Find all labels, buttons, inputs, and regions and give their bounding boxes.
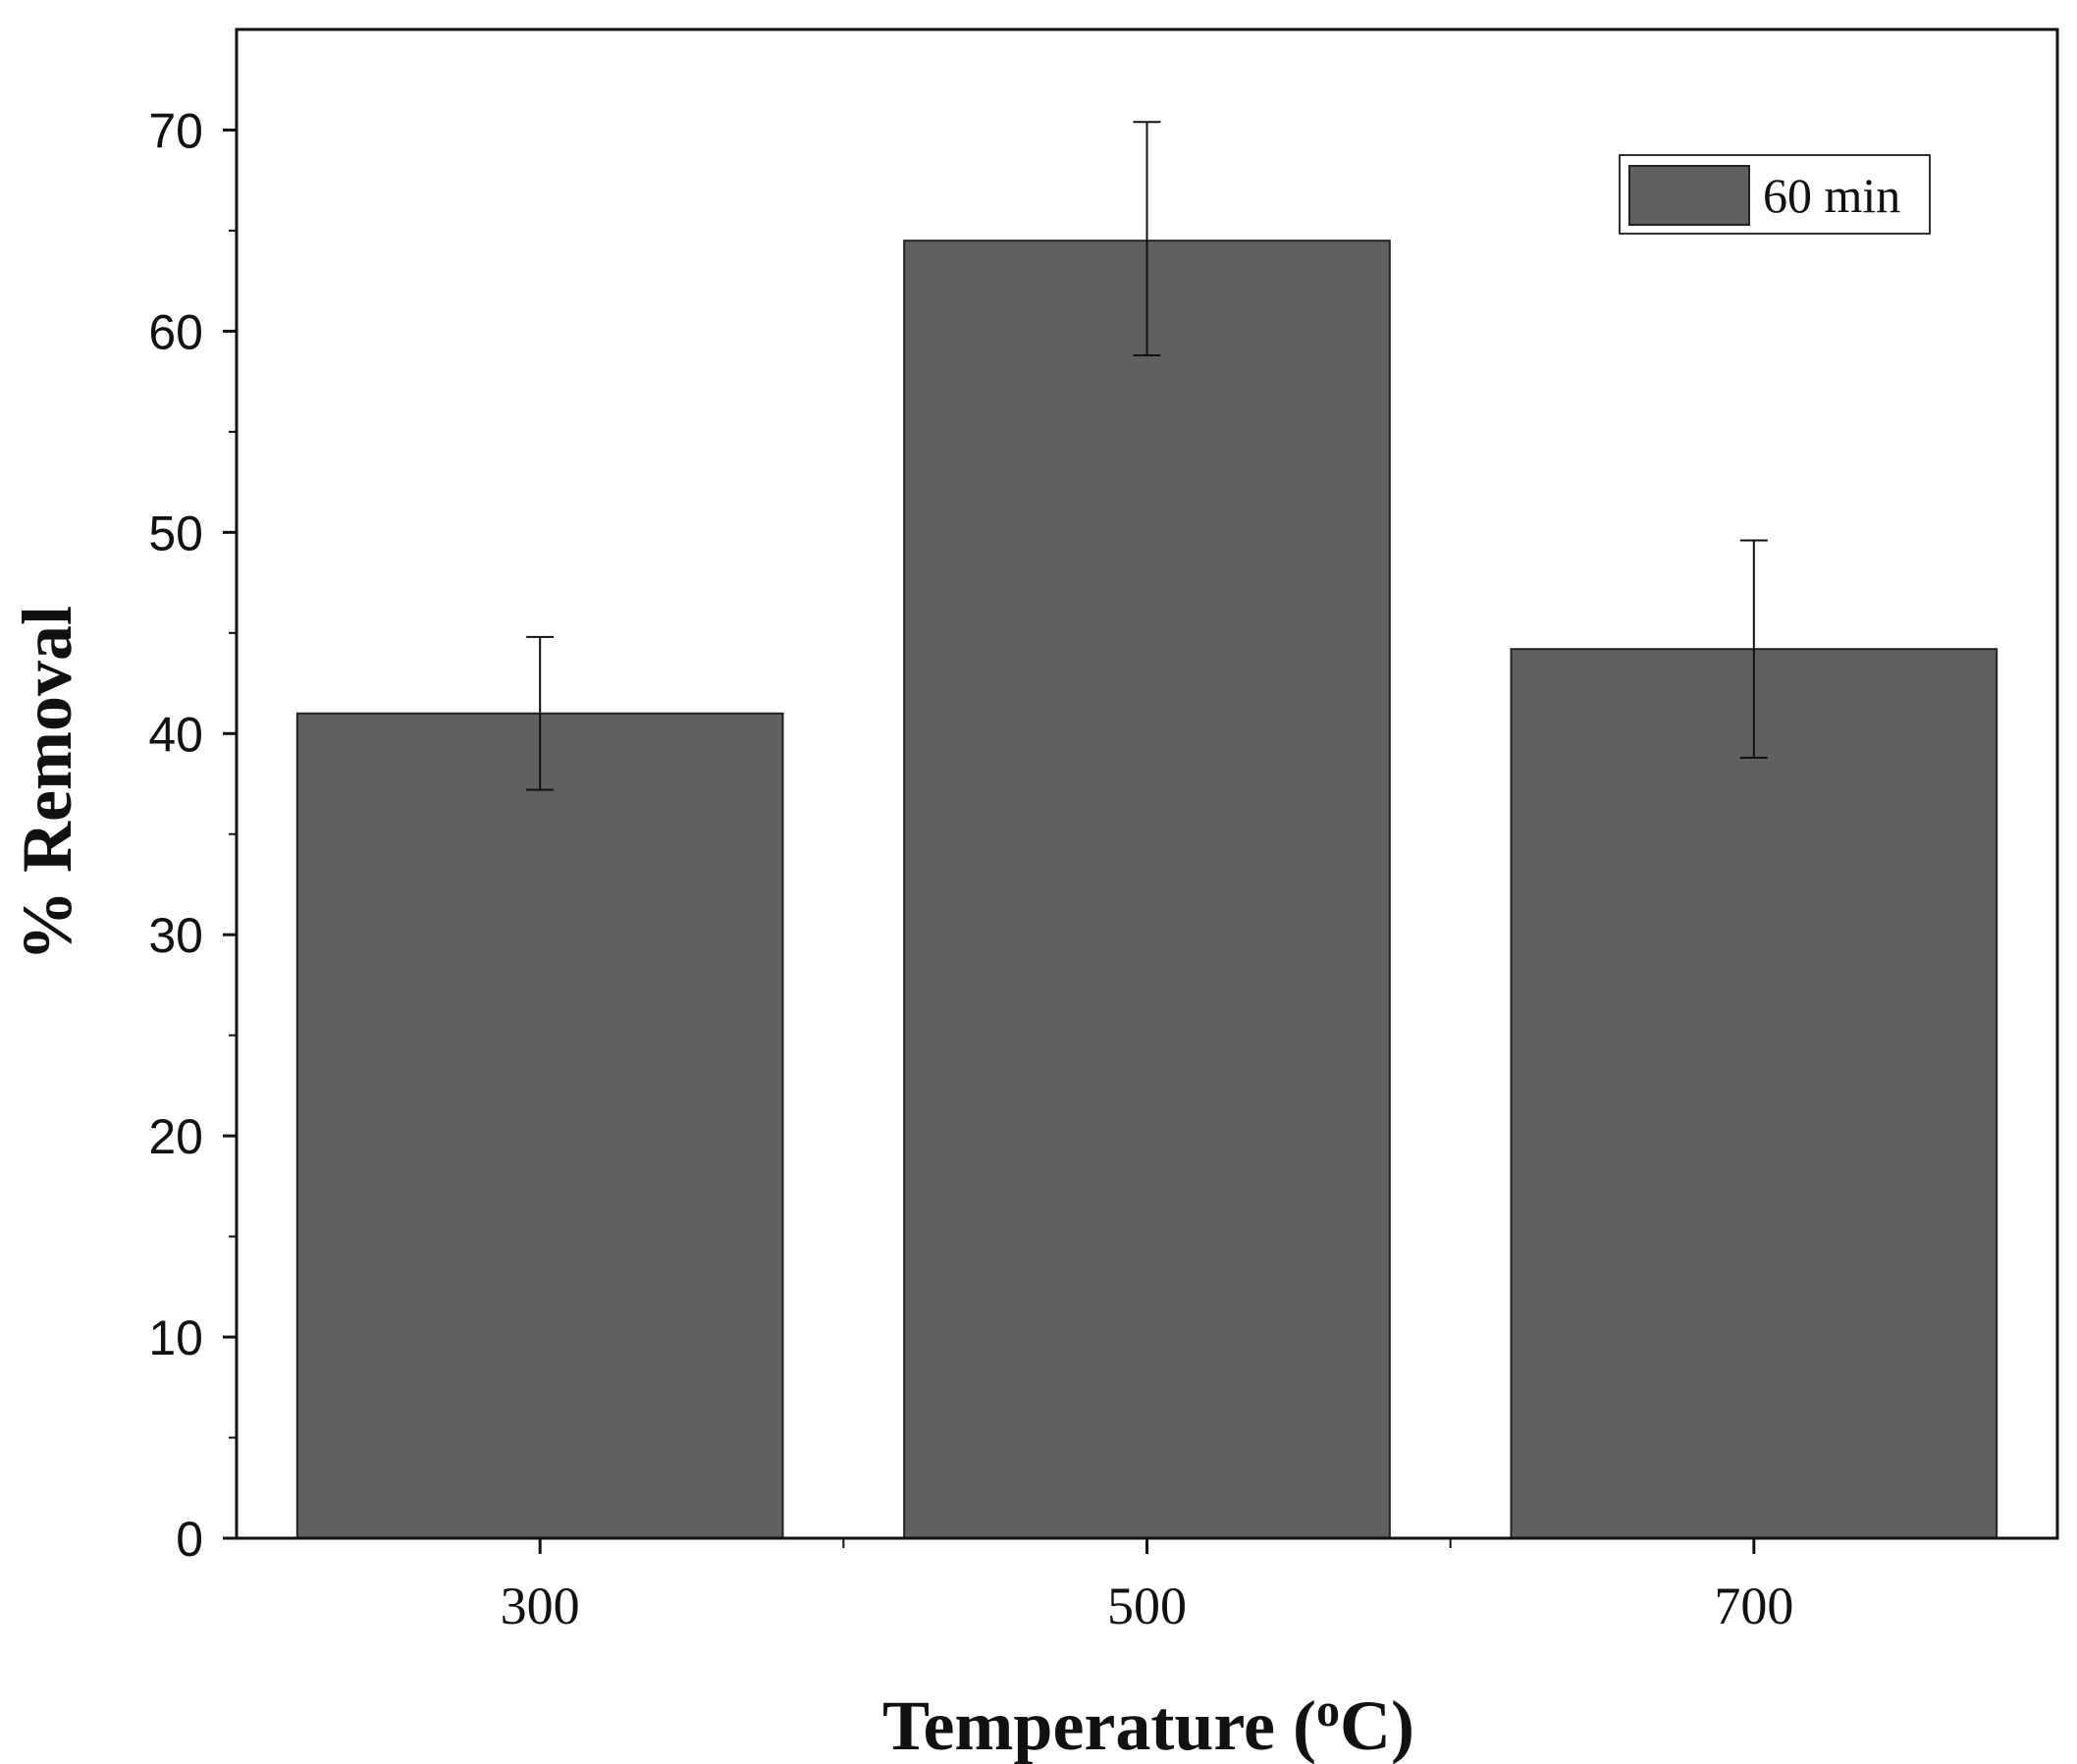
legend: 60 min xyxy=(1619,154,1931,235)
y-tick-label-70: 70 xyxy=(148,103,203,158)
error-bars-group xyxy=(526,121,1768,791)
x-axis-title-text: Temperature ( xyxy=(882,1686,1316,1764)
x-axis-title-superscript: o xyxy=(1316,1684,1340,1737)
bar-500 xyxy=(903,240,1391,1539)
y-axis-title: % Removal xyxy=(8,606,86,961)
legend-label: 60 min xyxy=(1763,168,1900,223)
y-tick-label-50: 50 xyxy=(148,506,203,561)
x-axis-title-suffix: C) xyxy=(1340,1686,1414,1764)
x-tick-label-500: 500 xyxy=(1107,1577,1187,1635)
x-axis: 300 500 700 xyxy=(501,1538,1793,1635)
x-tick-label-700: 700 xyxy=(1714,1577,1793,1635)
y-tick-label-20: 20 xyxy=(148,1109,203,1164)
bars-group xyxy=(295,240,1998,1539)
y-tick-label-30: 30 xyxy=(148,908,203,963)
y-tick-label-60: 60 xyxy=(148,304,203,359)
x-axis-title: Temperature (oC) xyxy=(882,1684,1414,1764)
x-tick-label-300: 300 xyxy=(501,1577,580,1635)
y-tick-label-40: 40 xyxy=(148,707,203,762)
y-tick-label-10: 10 xyxy=(148,1310,203,1365)
legend-swatch xyxy=(1628,165,1750,226)
bar-300 xyxy=(295,712,784,1539)
y-tick-label-0: 0 xyxy=(176,1512,203,1567)
y-axis: 0 10 20 30 40 50 60 70 xyxy=(148,103,237,1567)
bar-700 xyxy=(1510,648,1998,1539)
